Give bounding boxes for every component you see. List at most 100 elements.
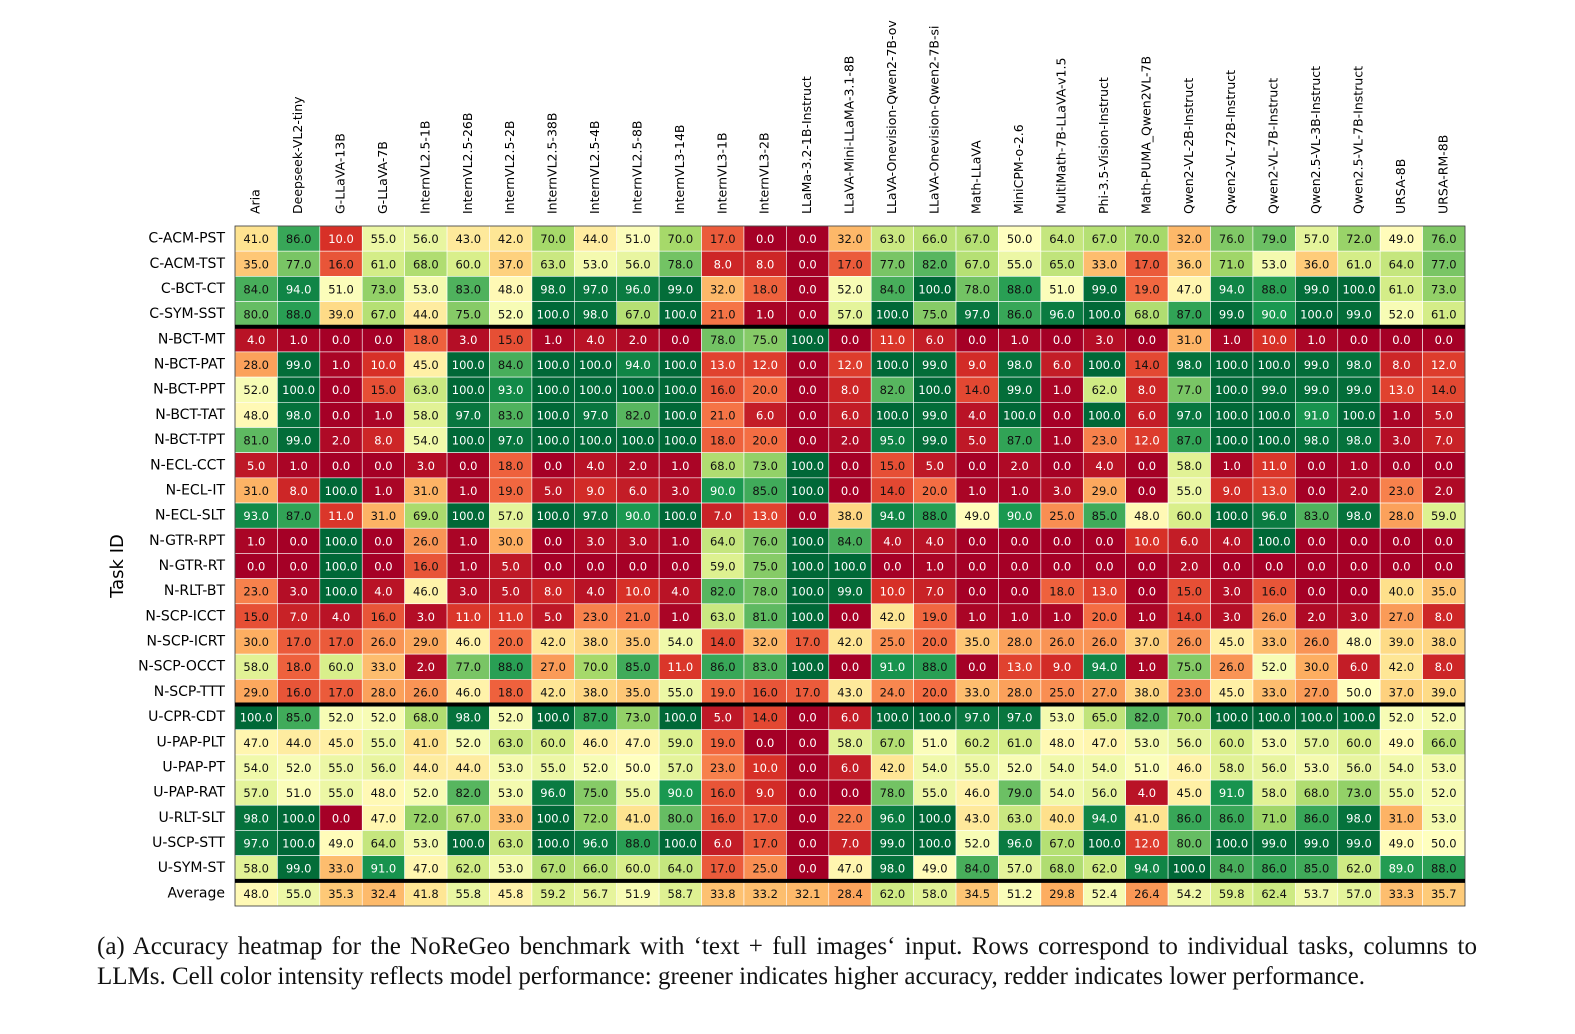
heatmap-cell	[361, 477, 405, 504]
cell-label: 94.0	[1092, 660, 1118, 674]
heatmap-cell	[1125, 250, 1169, 277]
cell-label: 30.0	[1304, 660, 1330, 674]
cell-label: 44.0	[455, 761, 481, 775]
heatmap-cell	[870, 326, 914, 353]
cell-label: 7.0	[1435, 434, 1453, 448]
cell-label: 41.8	[413, 887, 439, 901]
heatmap-cell	[1167, 301, 1211, 328]
cell-label: 99.0	[837, 585, 863, 599]
cell-label: 60.0	[328, 660, 354, 674]
heatmap-cell	[1210, 427, 1254, 453]
cell-label: 21.0	[710, 408, 736, 422]
heatmap-cell	[1422, 427, 1466, 453]
heatmap-cell	[1295, 830, 1339, 856]
cell-label: 50.0	[1431, 837, 1457, 851]
heatmap-cell	[234, 553, 278, 579]
cell-label: 18.0	[710, 434, 736, 448]
cell-label: 0.0	[798, 282, 816, 296]
heatmap-cell	[1379, 578, 1423, 605]
heatmap-cell	[1167, 855, 1211, 882]
cell-label: 15.0	[498, 333, 524, 347]
cell-label: 1.0	[459, 534, 477, 548]
cell-label: 57.0	[498, 509, 524, 523]
heatmap-cell	[446, 804, 490, 831]
heatmap-cell	[1379, 830, 1423, 856]
heatmap-cell	[743, 779, 787, 806]
heatmap-cell	[1082, 527, 1126, 554]
heatmap-cell	[998, 653, 1042, 680]
cell-label: 52.0	[413, 786, 439, 800]
heatmap-cell	[574, 880, 618, 907]
heatmap-cell	[531, 250, 575, 277]
heatmap-cell	[361, 729, 405, 756]
cell-label: 38.0	[1134, 685, 1160, 699]
cell-label: 13.0	[1092, 585, 1118, 599]
cell-label: 10.0	[1261, 333, 1287, 347]
cell-label: 100.0	[1088, 408, 1121, 422]
cell-label: 84.0	[837, 534, 863, 548]
row-label: U-PAP-PT	[162, 759, 225, 775]
cell-label: 10.0	[752, 761, 778, 775]
cell-label: 5.0	[544, 484, 562, 498]
heatmap-cell	[1167, 452, 1211, 479]
cell-label: 88.0	[498, 660, 524, 674]
heatmap-cell	[828, 804, 872, 831]
cell-label: 98.0	[1304, 434, 1330, 448]
cell-label: 0.0	[289, 534, 307, 548]
cell-label: 52.0	[286, 761, 312, 775]
row-label: C-ACM-TST	[150, 256, 226, 272]
cell-label: 100.0	[918, 282, 951, 296]
cell-label: 97.0	[455, 408, 481, 422]
cell-label: 0.0	[1435, 333, 1453, 347]
cell-label: 5.0	[968, 434, 986, 448]
heatmap-cell	[1422, 855, 1466, 882]
cell-label: 100.0	[452, 383, 485, 397]
heatmap-cell	[828, 502, 872, 529]
heatmap-cell	[1040, 225, 1084, 252]
cell-label: 25.0	[880, 635, 906, 649]
cell-label: 97.0	[583, 282, 609, 296]
heatmap-cell	[870, 351, 914, 378]
cell-label: 80.0	[668, 811, 694, 825]
cell-label: 56.0	[1261, 761, 1287, 775]
cell-label: 78.0	[964, 282, 990, 296]
cell-label: 87.0	[583, 711, 609, 725]
cell-label: 53.0	[583, 257, 609, 271]
cell-label: 48.0	[371, 786, 397, 800]
cell-label: 56.0	[1346, 761, 1372, 775]
heatmap-cell	[1252, 653, 1296, 680]
heatmap-cell	[1040, 578, 1084, 605]
cell-label: 57.0	[837, 308, 863, 322]
heatmap-cell	[1125, 502, 1169, 529]
cell-label: 54.0	[1049, 786, 1075, 800]
cell-label: 79.0	[1261, 232, 1287, 246]
cell-label: 4.0	[586, 459, 604, 473]
cell-label: 100.0	[1173, 862, 1206, 876]
heatmap-cell	[531, 376, 575, 403]
heatmap-cell	[743, 477, 787, 504]
cell-label: 53.0	[1261, 257, 1287, 271]
heatmap-cell	[1379, 452, 1423, 479]
cell-label: 68.0	[413, 711, 439, 725]
heatmap-cell	[1379, 754, 1423, 781]
heatmap-cell	[1125, 653, 1169, 680]
cell-label: 0.0	[1435, 459, 1453, 473]
cell-label: 50.0	[1007, 232, 1033, 246]
heatmap-cell	[870, 301, 914, 328]
cell-label: 63.0	[540, 257, 566, 271]
heatmap-cell	[234, 653, 278, 680]
cell-label: 100.0	[664, 837, 697, 851]
cell-label: 0.0	[332, 333, 350, 347]
heatmap-cell	[870, 830, 914, 856]
heatmap-cell	[955, 830, 999, 856]
cell-label: 100.0	[791, 333, 824, 347]
cell-label: 49.0	[1389, 837, 1415, 851]
heatmap-cell	[913, 704, 957, 731]
cell-label: 54.0	[668, 635, 694, 649]
cell-label: 100.0	[1342, 408, 1375, 422]
cell-label: 42.0	[1389, 660, 1415, 674]
cell-label: 55.0	[964, 761, 990, 775]
cell-label: 4.0	[968, 408, 986, 422]
cell-label: 33.8	[710, 887, 736, 901]
cell-label: 47.0	[1092, 736, 1118, 750]
